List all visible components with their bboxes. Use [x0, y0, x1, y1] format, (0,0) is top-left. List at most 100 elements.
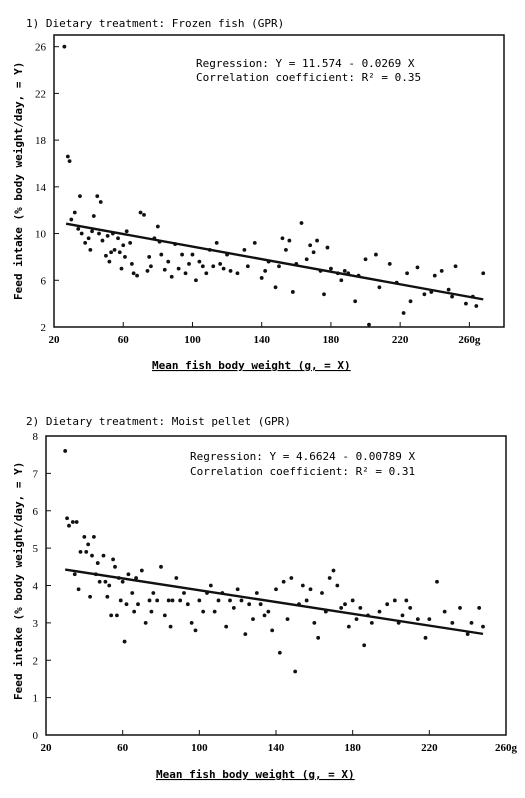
data-point	[113, 564, 117, 569]
data-point	[277, 264, 281, 269]
data-point	[107, 583, 112, 588]
data-point	[439, 269, 444, 273]
x-tick-label: 100	[191, 742, 208, 754]
data-point	[118, 598, 123, 603]
data-point	[136, 602, 140, 607]
data-point	[149, 264, 153, 269]
data-point	[327, 576, 332, 580]
data-point	[353, 299, 358, 304]
data-point	[168, 624, 173, 629]
data-point	[67, 159, 72, 164]
data-point	[78, 194, 82, 199]
data-point	[469, 620, 474, 625]
data-point	[122, 639, 127, 644]
data-point	[400, 613, 405, 618]
data-point	[132, 609, 137, 614]
data-point	[95, 561, 100, 565]
data-point	[116, 236, 120, 241]
x-tick-label: 20	[41, 742, 53, 754]
data-point	[270, 628, 275, 633]
data-point	[329, 266, 333, 271]
data-point	[287, 238, 292, 243]
data-point	[92, 535, 96, 539]
data-point	[339, 606, 344, 610]
data-point	[124, 602, 129, 607]
regression-line	[65, 222, 484, 301]
data-point	[142, 212, 146, 217]
data-point	[145, 269, 150, 273]
data-point	[129, 262, 134, 266]
data-point	[377, 285, 382, 290]
y-tick-label: 2	[41, 322, 47, 334]
data-point	[174, 576, 179, 580]
data-point	[293, 669, 298, 674]
scatter-points	[62, 44, 486, 327]
data-point	[299, 221, 304, 225]
data-point	[358, 606, 363, 610]
data-point	[331, 568, 336, 573]
data-point	[178, 598, 183, 603]
correlation-coefficient: Correlation coefficient: R² = 0.35	[196, 71, 421, 84]
data-point	[189, 620, 194, 625]
data-point	[453, 264, 458, 269]
y-tick-label: 7	[33, 468, 39, 480]
data-point	[442, 609, 447, 614]
data-point	[159, 252, 164, 257]
data-point	[277, 650, 282, 655]
data-point	[190, 252, 195, 257]
x-tick-label: 260g	[495, 742, 518, 754]
data-point	[304, 598, 309, 603]
data-point	[183, 271, 188, 276]
data-point	[119, 266, 124, 271]
data-point	[322, 292, 326, 297]
data-point	[335, 583, 340, 588]
data-point	[65, 154, 70, 159]
y-tick-label: 5	[33, 543, 39, 555]
data-point	[369, 620, 374, 625]
data-point	[458, 606, 462, 610]
data-point	[308, 243, 313, 248]
data-point	[78, 549, 83, 554]
data-point	[477, 606, 482, 610]
data-point	[316, 635, 321, 640]
x-tick-label: 220	[392, 334, 409, 346]
data-point	[139, 568, 144, 573]
data-point	[63, 449, 68, 453]
data-point	[387, 262, 392, 266]
data-point	[90, 229, 94, 234]
data-point	[392, 598, 397, 603]
data-point	[76, 587, 81, 592]
data-point	[86, 236, 91, 241]
data-point	[76, 226, 81, 231]
data-point	[155, 224, 160, 229]
data-point	[343, 602, 347, 607]
data-point	[98, 200, 103, 204]
data-point	[221, 266, 226, 271]
data-point	[155, 598, 160, 603]
x-tick-label: 180	[344, 742, 361, 754]
y-tick-label: 2	[33, 655, 39, 667]
data-point	[235, 587, 240, 592]
data-point	[95, 194, 100, 199]
regression-line	[64, 568, 484, 636]
data-point	[182, 591, 186, 595]
regression-line-group	[65, 222, 484, 301]
data-point	[72, 210, 77, 215]
data-point	[159, 564, 163, 569]
data-point	[289, 576, 294, 580]
data-point	[100, 238, 105, 243]
y-axis-label: Feed intake (% body weight/day, = Y)	[12, 62, 25, 300]
data-point	[115, 613, 119, 618]
data-point	[290, 290, 295, 294]
data-point	[423, 635, 428, 640]
data-point	[83, 241, 88, 245]
data-point	[252, 241, 257, 245]
y-tick-label: 18	[35, 135, 47, 147]
panel-frozen-fish: 1) Dietary treatment: Frozen fish (GPR) …	[12, 17, 505, 372]
data-point	[128, 241, 133, 245]
data-point	[143, 620, 148, 625]
chart-title: 2) Dietary treatment: Moist pellet (GPR)	[26, 415, 291, 428]
data-point	[280, 236, 285, 241]
